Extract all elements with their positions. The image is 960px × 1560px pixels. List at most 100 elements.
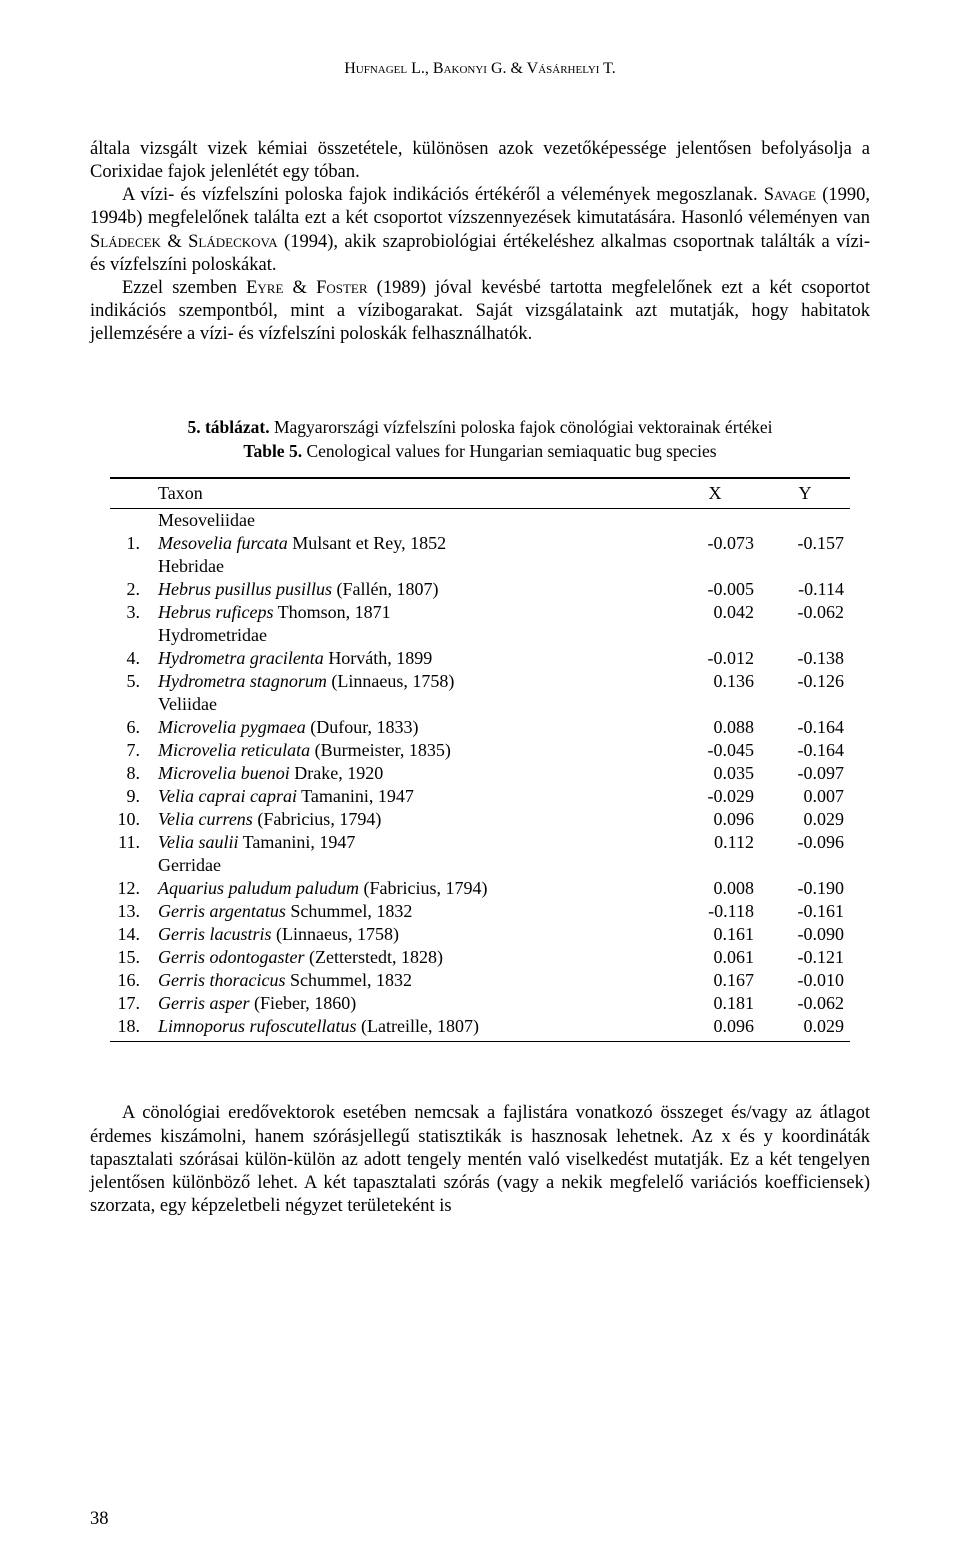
cell-num: 5. <box>110 670 152 693</box>
table-title-bold: 5. táblázat. <box>187 417 269 437</box>
cell-taxon: Hydrometra stagnorum (Linnaeus, 1758) <box>152 670 670 693</box>
cell-num <box>110 555 152 578</box>
cell-y <box>760 509 850 533</box>
cell-y <box>760 854 850 877</box>
cell-num <box>110 509 152 533</box>
cell-y: -0.114 <box>760 578 850 601</box>
table-row: Hebridae <box>110 555 850 578</box>
table-row: 12.Aquarius paludum paludum (Fabricius, … <box>110 877 850 900</box>
cell-y: -0.126 <box>760 670 850 693</box>
cell-num: 16. <box>110 969 152 992</box>
table-header-row: Taxon X Y <box>110 478 850 509</box>
cell-num <box>110 854 152 877</box>
cell-x: 0.136 <box>670 670 760 693</box>
cell-num <box>110 693 152 716</box>
col-header-x: X <box>670 478 760 509</box>
cell-num: 7. <box>110 739 152 762</box>
cell-num: 12. <box>110 877 152 900</box>
table-title: 5. táblázat. Magyarországi vízfelszíni p… <box>90 416 870 463</box>
cell-taxon: Hydrometridae <box>152 624 670 647</box>
running-header: Hufnagel L., Bakonyi G. & Vásárhelyi T. <box>90 60 870 78</box>
table-row: 3.Hebrus ruficeps Thomson, 18710.042-0.0… <box>110 601 850 624</box>
cell-num: 9. <box>110 785 152 808</box>
cell-taxon: Hebridae <box>152 555 670 578</box>
cell-num <box>110 624 152 647</box>
cell-taxon: Microvelia pygmaea (Dufour, 1833) <box>152 716 670 739</box>
cell-y: -0.138 <box>760 647 850 670</box>
cell-taxon: Mesoveliidae <box>152 509 670 533</box>
cell-x: 0.161 <box>670 923 760 946</box>
cell-x: -0.012 <box>670 647 760 670</box>
cell-x: 0.008 <box>670 877 760 900</box>
cell-taxon: Limnoporus rufoscutellatus (Latreille, 1… <box>152 1015 670 1042</box>
table-row: Mesoveliidae <box>110 509 850 533</box>
cell-x <box>670 693 760 716</box>
page-number: 38 <box>90 1509 109 1530</box>
cell-x <box>670 854 760 877</box>
cell-taxon: Gerris thoracicus Schummel, 1832 <box>152 969 670 992</box>
cell-taxon: Gerridae <box>152 854 670 877</box>
cell-num: 1. <box>110 532 152 555</box>
table-row: 8.Microvelia buenoi Drake, 19200.035-0.0… <box>110 762 850 785</box>
table-row: 13.Gerris argentatus Schummel, 1832-0.11… <box>110 900 850 923</box>
cell-x: -0.005 <box>670 578 760 601</box>
paragraph-2: A vízi- és vízfelszíni poloska fajok ind… <box>90 184 870 277</box>
cell-num: 17. <box>110 992 152 1015</box>
cell-x: 0.042 <box>670 601 760 624</box>
table-row: 17.Gerris asper (Fieber, 1860)0.181-0.06… <box>110 992 850 1015</box>
cell-taxon: Gerris asper (Fieber, 1860) <box>152 992 670 1015</box>
cell-y: 0.029 <box>760 1015 850 1042</box>
bottom-paragraph: A cönológiai eredővektorok esetében nemc… <box>90 1102 870 1218</box>
para2-b: Savage <box>764 185 816 205</box>
cell-num: 8. <box>110 762 152 785</box>
table-row: Gerridae <box>110 854 850 877</box>
cell-y: -0.062 <box>760 601 850 624</box>
col-header-taxon: Taxon <box>152 478 670 509</box>
data-table-wrap: Taxon X Y Mesoveliidae1.Mesovelia furcat… <box>110 477 850 1042</box>
cell-taxon: Gerris lacustris (Linnaeus, 1758) <box>152 923 670 946</box>
cell-taxon: Gerris argentatus Schummel, 1832 <box>152 900 670 923</box>
cell-x: -0.073 <box>670 532 760 555</box>
cell-x: 0.088 <box>670 716 760 739</box>
table-row: 1.Mesovelia furcata Mulsant et Rey, 1852… <box>110 532 850 555</box>
table-row: 7.Microvelia reticulata (Burmeister, 183… <box>110 739 850 762</box>
table-subtitle-rest: Cenological values for Hungarian semiaqu… <box>302 441 717 461</box>
cell-x: 0.035 <box>670 762 760 785</box>
cell-y: 0.029 <box>760 808 850 831</box>
para2-a: A vízi- és vízfelszíni poloska fajok ind… <box>122 185 764 205</box>
cell-taxon: Hebrus ruficeps Thomson, 1871 <box>152 601 670 624</box>
cell-y <box>760 693 850 716</box>
cell-taxon: Aquarius paludum paludum (Fabricius, 179… <box>152 877 670 900</box>
para3-a: Ezzel szemben <box>122 278 246 298</box>
cell-y: -0.190 <box>760 877 850 900</box>
cell-taxon: Hebrus pusillus pusillus (Fallén, 1807) <box>152 578 670 601</box>
cell-y: -0.121 <box>760 946 850 969</box>
cell-taxon: Gerris odontogaster (Zetterstedt, 1828) <box>152 946 670 969</box>
cell-x: 0.181 <box>670 992 760 1015</box>
cell-num: 13. <box>110 900 152 923</box>
table-row: 10.Velia currens (Fabricius, 1794)0.0960… <box>110 808 850 831</box>
cell-taxon: Velia caprai caprai Tamanini, 1947 <box>152 785 670 808</box>
col-header-y: Y <box>760 478 850 509</box>
cell-num: 4. <box>110 647 152 670</box>
cell-x <box>670 555 760 578</box>
table-row: 4.Hydrometra gracilenta Horváth, 1899-0.… <box>110 647 850 670</box>
cell-taxon: Velia saulii Tamanini, 1947 <box>152 831 670 854</box>
cell-y: -0.164 <box>760 716 850 739</box>
table-row: 16.Gerris thoracicus Schummel, 18320.167… <box>110 969 850 992</box>
cell-num: 11. <box>110 831 152 854</box>
table-row: 18.Limnoporus rufoscutellatus (Latreille… <box>110 1015 850 1042</box>
cell-y: -0.062 <box>760 992 850 1015</box>
table-title-rest: Magyarországi vízfelszíni poloska fajok … <box>270 417 773 437</box>
cell-x: 0.096 <box>670 808 760 831</box>
cell-num: 3. <box>110 601 152 624</box>
cell-x: 0.061 <box>670 946 760 969</box>
cell-y: -0.096 <box>760 831 850 854</box>
cell-y <box>760 555 850 578</box>
cell-taxon: Velia currens (Fabricius, 1794) <box>152 808 670 831</box>
cell-num: 10. <box>110 808 152 831</box>
cell-x <box>670 509 760 533</box>
table-row: 2.Hebrus pusillus pusillus (Fallén, 1807… <box>110 578 850 601</box>
cell-num: 15. <box>110 946 152 969</box>
cell-num: 6. <box>110 716 152 739</box>
